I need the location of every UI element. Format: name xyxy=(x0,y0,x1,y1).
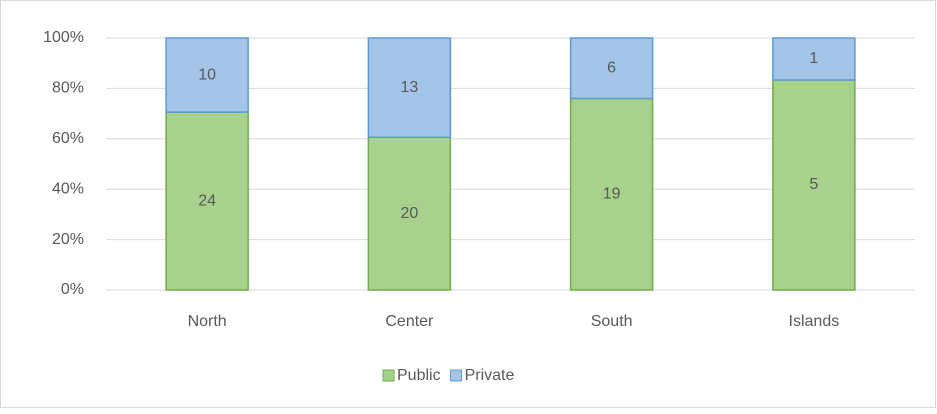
bar-segment xyxy=(772,79,856,291)
legend-label: Private xyxy=(465,367,515,384)
data-label: 1 xyxy=(809,50,818,67)
bar-segment xyxy=(165,111,249,291)
data-label: 19 xyxy=(603,185,621,202)
legend-swatch xyxy=(382,369,395,382)
y-tick-label: 60% xyxy=(52,130,84,147)
legend-swatch xyxy=(450,369,463,382)
x-tick-label: Islands xyxy=(789,313,840,330)
bar-segment xyxy=(165,37,249,113)
x-tick-label: North xyxy=(188,313,227,330)
y-tick-label: 0% xyxy=(61,281,84,298)
data-label: 13 xyxy=(400,79,418,96)
y-tick-label: 80% xyxy=(52,80,84,97)
bar-segment xyxy=(772,37,856,81)
data-label: 10 xyxy=(198,66,216,83)
bar-segment xyxy=(569,37,654,100)
x-tick-label: South xyxy=(591,313,633,330)
data-label: 5 xyxy=(809,176,818,193)
bar-segment xyxy=(569,97,654,291)
y-tick-label: 100% xyxy=(43,29,84,46)
legend-label: Public xyxy=(397,367,441,384)
y-tick-label: 20% xyxy=(52,231,84,248)
x-tick-label: Center xyxy=(385,313,434,330)
data-label: 6 xyxy=(607,59,616,76)
data-label: 24 xyxy=(198,192,216,209)
y-tick-label: 40% xyxy=(52,180,84,197)
data-label: 20 xyxy=(400,205,418,222)
bar-segment xyxy=(367,37,452,139)
